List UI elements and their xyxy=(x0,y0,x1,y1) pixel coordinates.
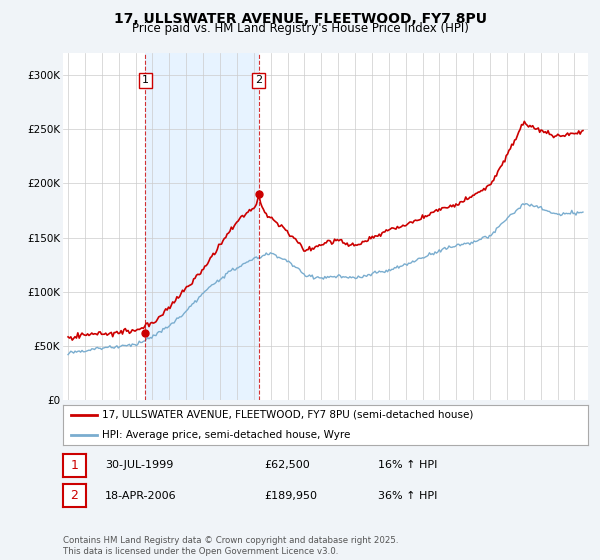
Text: 16% ↑ HPI: 16% ↑ HPI xyxy=(378,460,437,470)
Text: 36% ↑ HPI: 36% ↑ HPI xyxy=(378,491,437,501)
Text: 1: 1 xyxy=(142,76,149,85)
Text: 2: 2 xyxy=(70,489,79,502)
Text: £62,500: £62,500 xyxy=(264,460,310,470)
Text: 2: 2 xyxy=(255,76,262,85)
Bar xyxy=(145,53,259,400)
Text: Contains HM Land Registry data © Crown copyright and database right 2025.
This d: Contains HM Land Registry data © Crown c… xyxy=(63,536,398,556)
Text: £189,950: £189,950 xyxy=(264,491,317,501)
Text: 30-JUL-1999: 30-JUL-1999 xyxy=(105,460,173,470)
Text: 1: 1 xyxy=(70,459,79,472)
Text: HPI: Average price, semi-detached house, Wyre: HPI: Average price, semi-detached house,… xyxy=(103,430,351,440)
Text: 17, ULLSWATER AVENUE, FLEETWOOD, FY7 8PU: 17, ULLSWATER AVENUE, FLEETWOOD, FY7 8PU xyxy=(113,12,487,26)
Text: 18-APR-2006: 18-APR-2006 xyxy=(105,491,176,501)
Text: 17, ULLSWATER AVENUE, FLEETWOOD, FY7 8PU (semi-detached house): 17, ULLSWATER AVENUE, FLEETWOOD, FY7 8PU… xyxy=(103,410,474,420)
Text: Price paid vs. HM Land Registry's House Price Index (HPI): Price paid vs. HM Land Registry's House … xyxy=(131,22,469,35)
